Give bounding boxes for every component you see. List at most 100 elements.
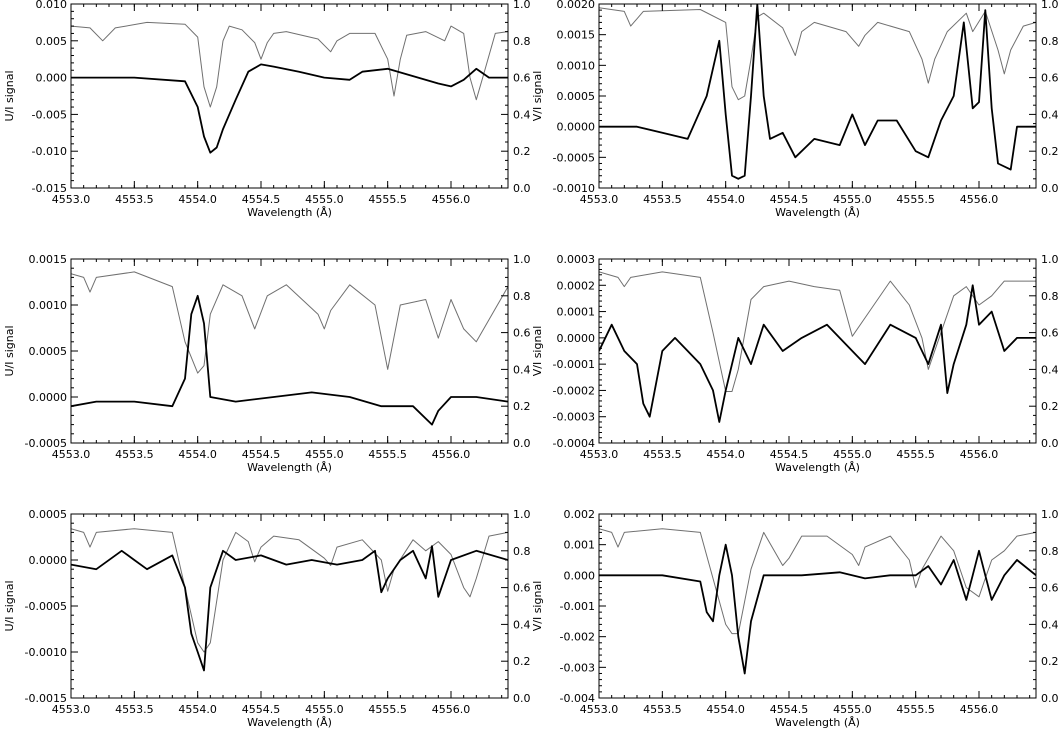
y-tick-label: 0.000 — [36, 72, 68, 85]
x-tick-label: 4555.5 — [896, 703, 935, 716]
x-tick-label: 4553.0 — [580, 703, 619, 716]
x-tick-label: 4553.5 — [643, 193, 682, 206]
intensity-line — [71, 21, 508, 108]
x-axis-label: Wavelength (Å) — [247, 461, 332, 474]
y-tick-label: 0.0003 — [557, 253, 596, 266]
x-tick-label: 4553.5 — [115, 448, 154, 461]
x-tick-label: 4555.0 — [833, 448, 872, 461]
y2-tick-label: 0.2 — [1041, 145, 1059, 158]
y2-tick-label: 0.6 — [1041, 582, 1059, 595]
x-tick-label: 4554.0 — [706, 193, 745, 206]
plot-frame — [70, 513, 509, 699]
plot-frame — [598, 513, 1037, 699]
x-tick-label: 4553.0 — [52, 703, 91, 716]
y-tick-label: -0.0001 — [553, 358, 595, 371]
x-tick-label: 4553.0 — [52, 193, 91, 206]
chart-panel-1: 4553.0 4553.5 4554.0 4554.5 4555.0 4555.5 4556… — [3, 0, 531, 219]
y2-tick-label: 0.2 — [1041, 655, 1059, 668]
chart-panel-4: 4553.0 4553.5 4554.0 4554.5 4555.0 4555.5 4556… — [531, 253, 1059, 474]
y2-tick-label: 1.0 — [1041, 253, 1059, 266]
y-axis-label: U/I signal — [3, 580, 16, 631]
chart-panel-6: 4553.0 4553.5 4554.0 4554.5 4555.0 4555.5 4556… — [531, 508, 1059, 729]
y-tick-label: 0.0010 — [557, 59, 596, 72]
y2-tick-label: 0.4 — [1041, 618, 1059, 631]
y2-tick-label: 0.6 — [1041, 72, 1059, 85]
y-tick-label: -0.0010 — [25, 646, 67, 659]
y2-tick-label: 0.6 — [513, 327, 531, 340]
y-tick-label: 0.010 — [36, 0, 68, 11]
signal-line — [599, 543, 1036, 675]
x-tick-label: 4553.5 — [115, 193, 154, 206]
x-tick-label: 4554.0 — [178, 703, 217, 716]
y2-tick-label: 0.0 — [1041, 692, 1059, 705]
y2-tick-label: 1.0 — [1041, 0, 1059, 11]
y-tick-label: -0.0010 — [553, 182, 595, 195]
x-tick-label: 4554.5 — [770, 193, 809, 206]
y2-tick-label: 0.8 — [513, 35, 531, 48]
x-tick-label: 4555.0 — [833, 703, 872, 716]
y-axis-label: V/I signal — [531, 71, 544, 122]
y-tick-label: -0.005 — [32, 108, 67, 121]
y2-tick-label: 1.0 — [513, 508, 531, 521]
signal-line — [71, 294, 508, 426]
y-tick-label: -0.004 — [560, 692, 595, 705]
plot-frame — [598, 3, 1037, 189]
y2-tick-label: 0.8 — [1041, 545, 1059, 558]
x-tick-label: 4554.5 — [770, 703, 809, 716]
y2-tick-label: 0.8 — [1041, 35, 1059, 48]
chart-panel-5: 4553.0 4553.5 4554.0 4554.5 4555.0 4555.5 4556… — [3, 508, 531, 729]
y2-tick-label: 1.0 — [1041, 508, 1059, 521]
x-tick-label: 4554.0 — [178, 193, 217, 206]
y-tick-label: -0.015 — [32, 182, 67, 195]
y2-tick-label: 0.8 — [1041, 290, 1059, 303]
y2-tick-label: 1.0 — [513, 0, 531, 11]
intensity-line — [71, 271, 508, 374]
x-tick-label: 4553.5 — [115, 703, 154, 716]
y2-tick-label: 0.4 — [513, 618, 531, 631]
x-tick-label: 4554.0 — [706, 448, 745, 461]
x-tick-label: 4556.0 — [432, 193, 471, 206]
x-axis-label: Wavelength (Å) — [247, 206, 332, 219]
x-tick-label: 4555.0 — [833, 193, 872, 206]
x-tick-label: 4556.0 — [960, 703, 999, 716]
y2-tick-label: 0.0 — [513, 437, 531, 450]
y-tick-label: -0.0005 — [25, 600, 67, 613]
x-tick-label: 4553.5 — [643, 448, 682, 461]
y-tick-label: -0.0002 — [553, 384, 595, 397]
x-tick-label: 4554.0 — [178, 448, 217, 461]
y-tick-label: 0.0005 — [29, 345, 68, 358]
y-tick-label: 0.0015 — [557, 29, 596, 42]
y-tick-label: 0.005 — [36, 35, 68, 48]
y2-tick-label: 0.8 — [513, 545, 531, 558]
x-tick-label: 4553.0 — [52, 448, 91, 461]
y-tick-label: 0.0000 — [29, 554, 68, 567]
x-tick-label: 4556.0 — [960, 448, 999, 461]
y-tick-label: -0.0005 — [553, 151, 595, 164]
y-tick-label: 0.0005 — [29, 508, 68, 521]
x-tick-label: 4556.0 — [432, 703, 471, 716]
signal-line — [71, 63, 508, 154]
y2-tick-label: 0.4 — [513, 108, 531, 121]
y-axis-label: U/I signal — [3, 70, 16, 121]
x-tick-label: 4554.5 — [770, 448, 809, 461]
chart-panel-3: 4553.0 4553.5 4554.0 4554.5 4555.0 4555.5 4556… — [3, 253, 531, 474]
x-axis-label: Wavelength (Å) — [775, 461, 860, 474]
y-tick-label: -0.0005 — [25, 437, 67, 450]
y2-tick-label: 0.2 — [513, 145, 531, 158]
y2-tick-label: 0.4 — [513, 363, 531, 376]
y-tick-label: -0.002 — [560, 631, 595, 644]
y-tick-label: -0.001 — [560, 600, 595, 613]
y-axis-label: V/I signal — [531, 326, 544, 377]
x-tick-label: 4553.0 — [580, 193, 619, 206]
x-axis-label: Wavelength (Å) — [775, 716, 860, 729]
y-axis-label: V/I signal — [531, 581, 544, 632]
y-tick-label: 0.0010 — [29, 299, 68, 312]
y-tick-label: 0.0020 — [557, 0, 596, 11]
y-tick-label: -0.0015 — [25, 692, 67, 705]
y2-tick-label: 0.4 — [1041, 108, 1059, 121]
x-tick-label: 4555.5 — [896, 448, 935, 461]
signal-line — [599, 284, 1036, 423]
y2-tick-label: 0.2 — [1041, 400, 1059, 413]
y-tick-label: 0.000 — [564, 569, 596, 582]
y2-tick-label: 1.0 — [513, 253, 531, 266]
